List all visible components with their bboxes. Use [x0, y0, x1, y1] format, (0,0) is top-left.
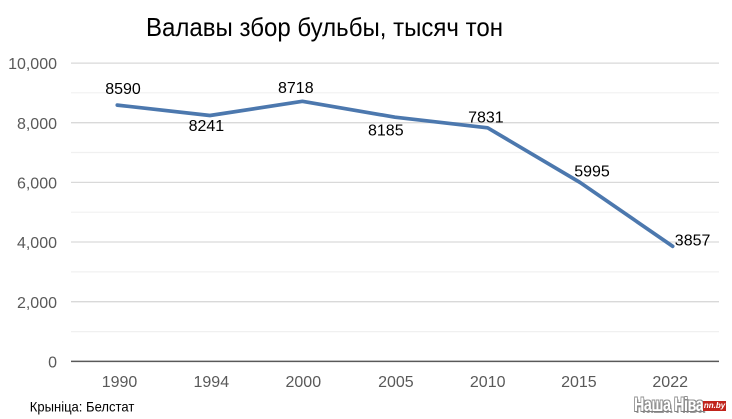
- svg-text:6,000: 6,000: [17, 176, 57, 193]
- svg-text:2005: 2005: [378, 374, 414, 391]
- svg-text:Валавы збор бульбы, тысяч тон: Валавы збор бульбы, тысяч тон: [146, 12, 503, 42]
- svg-text:8,000: 8,000: [17, 116, 57, 133]
- svg-text:1994: 1994: [194, 374, 230, 391]
- svg-text:2015: 2015: [561, 374, 597, 391]
- svg-text:Крыніца: Белстат: Крыніца: Белстат: [30, 399, 135, 415]
- svg-text:5995: 5995: [574, 164, 610, 181]
- svg-text:1990: 1990: [102, 374, 138, 391]
- svg-text:8185: 8185: [368, 123, 404, 140]
- svg-text:2010: 2010: [470, 374, 506, 391]
- svg-text:2,000: 2,000: [17, 295, 57, 312]
- svg-text:10,000: 10,000: [8, 56, 57, 73]
- svg-text:4,000: 4,000: [17, 235, 57, 252]
- svg-text:0: 0: [48, 355, 57, 372]
- svg-text:3857: 3857: [675, 233, 711, 250]
- svg-text:8718: 8718: [278, 80, 314, 97]
- svg-text:7831: 7831: [468, 109, 504, 126]
- svg-text:8590: 8590: [105, 81, 141, 98]
- svg-text:2000: 2000: [286, 374, 322, 391]
- svg-text:8241: 8241: [189, 118, 225, 135]
- svg-text:2022: 2022: [652, 374, 688, 391]
